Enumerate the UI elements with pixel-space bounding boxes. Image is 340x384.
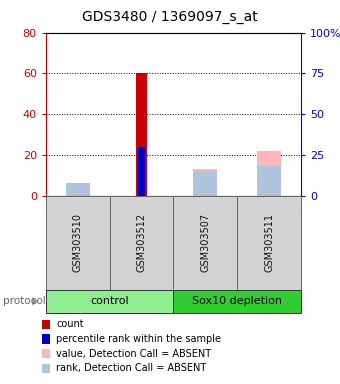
- Text: GDS3480 / 1369097_s_at: GDS3480 / 1369097_s_at: [82, 10, 258, 23]
- Text: GSM303512: GSM303512: [137, 214, 147, 272]
- Text: GSM303510: GSM303510: [73, 214, 83, 272]
- Text: percentile rank within the sample: percentile rank within the sample: [56, 334, 221, 344]
- Text: GSM303511: GSM303511: [264, 214, 274, 272]
- Text: GSM303507: GSM303507: [200, 214, 210, 272]
- Bar: [257, 151, 281, 196]
- Bar: [193, 169, 217, 196]
- Bar: [66, 185, 90, 196]
- Text: protocol: protocol: [3, 296, 46, 306]
- Bar: [138, 147, 145, 196]
- Text: control: control: [90, 296, 129, 306]
- Bar: [193, 171, 217, 196]
- Bar: [66, 183, 90, 196]
- Bar: [136, 73, 147, 196]
- Text: Sox10 depletion: Sox10 depletion: [192, 296, 282, 306]
- Bar: [257, 167, 281, 196]
- Text: count: count: [56, 319, 84, 329]
- Text: value, Detection Call = ABSENT: value, Detection Call = ABSENT: [56, 349, 211, 359]
- Text: rank, Detection Call = ABSENT: rank, Detection Call = ABSENT: [56, 363, 206, 373]
